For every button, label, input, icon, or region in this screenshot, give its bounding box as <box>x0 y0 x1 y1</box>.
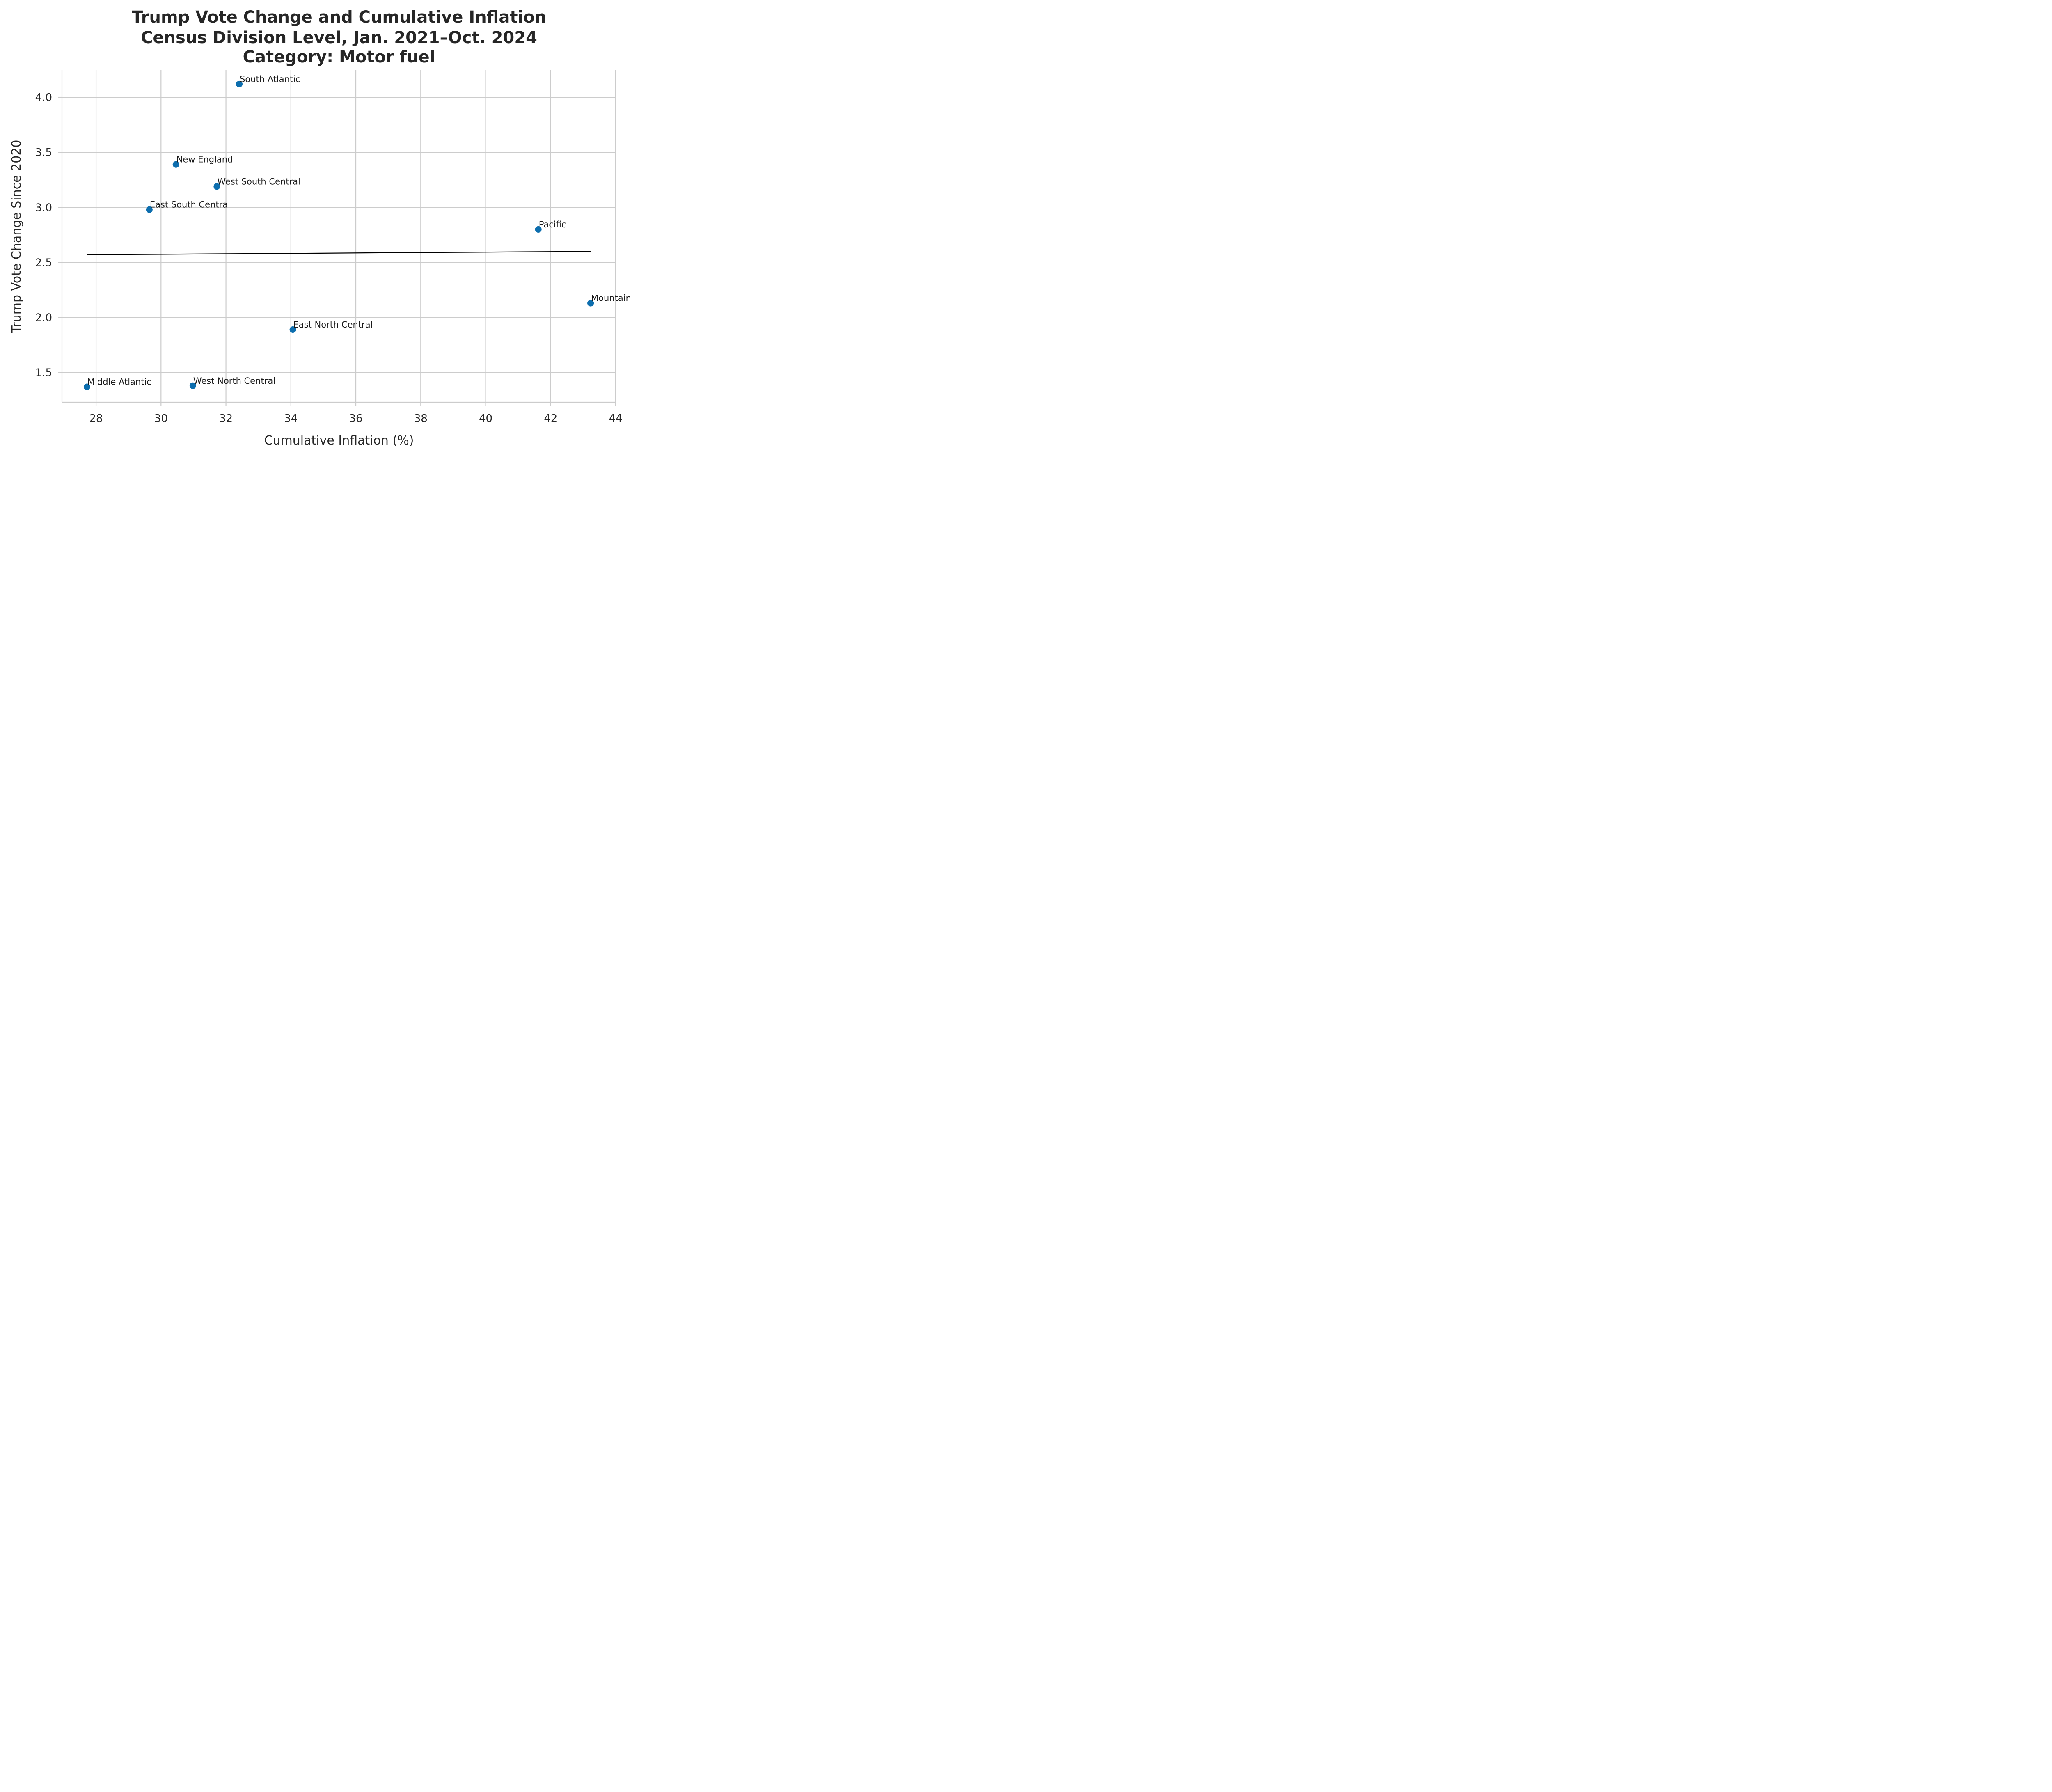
point-label: East North Central <box>293 320 373 330</box>
x-tick-label: 42 <box>544 412 557 425</box>
y-tick-label: 4.0 <box>35 92 52 104</box>
point-label: Middle Atlantic <box>87 377 151 387</box>
point-label: East South Central <box>150 200 230 210</box>
y-tick-label: 1.5 <box>35 367 52 379</box>
data-point <box>172 161 179 168</box>
trend-line-group <box>87 251 591 255</box>
y-tick-label: 2.0 <box>35 312 52 324</box>
data-point <box>213 183 220 190</box>
trend-line <box>87 251 591 255</box>
point-label: New England <box>176 155 233 165</box>
title-line-2: Census Division Level, Jan. 2021–Oct. 20… <box>141 28 537 47</box>
grid-lines <box>62 70 616 402</box>
point-labels: South Atlantic New England West South Cent… <box>87 74 630 387</box>
data-point <box>146 206 153 213</box>
x-tick-label: 32 <box>219 412 233 425</box>
y-axis-label: Trump Vote Change Since 2020 <box>9 140 24 334</box>
point-label: Pacific <box>539 220 566 229</box>
title-line-3: Category: Motor fuel <box>243 48 435 66</box>
x-tick-label: 38 <box>414 412 428 425</box>
point-label: West South Central <box>217 176 300 186</box>
x-tick-label: 40 <box>479 412 492 425</box>
x-tick-label: 34 <box>284 412 298 425</box>
data-point <box>83 383 90 390</box>
scatter-chart: Trump Vote Change and Cumulative Inflati… <box>9 8 630 448</box>
y-tick-label: 3.0 <box>35 202 52 214</box>
x-tick-label: 30 <box>154 412 168 425</box>
axis-ticks: 28 30 32 34 36 38 40 42 44 1.5 2.0 2.5 3.0 3.5 4.0 <box>35 92 623 425</box>
point-label: Mountain <box>591 293 630 303</box>
y-tick-label: 2.5 <box>35 257 52 269</box>
chart-title: Trump Vote Change and Cumulative Inflati… <box>132 8 546 66</box>
x-axis-label: Cumulative Inflation (%) <box>264 433 414 448</box>
data-point <box>289 326 296 333</box>
axis-spines <box>61 70 616 403</box>
x-tick-label: 44 <box>609 412 622 425</box>
title-line-1: Trump Vote Change and Cumulative Inflati… <box>132 8 546 27</box>
data-point <box>587 300 594 307</box>
data-point <box>189 382 196 389</box>
point-label: West North Central <box>193 376 275 386</box>
point-label: South Atlantic <box>240 74 300 84</box>
data-point <box>236 80 243 87</box>
data-point <box>535 226 542 233</box>
data-points <box>83 80 594 390</box>
x-tick-label: 28 <box>89 412 103 425</box>
y-tick-label: 3.5 <box>35 147 52 159</box>
x-tick-label: 36 <box>349 412 362 425</box>
